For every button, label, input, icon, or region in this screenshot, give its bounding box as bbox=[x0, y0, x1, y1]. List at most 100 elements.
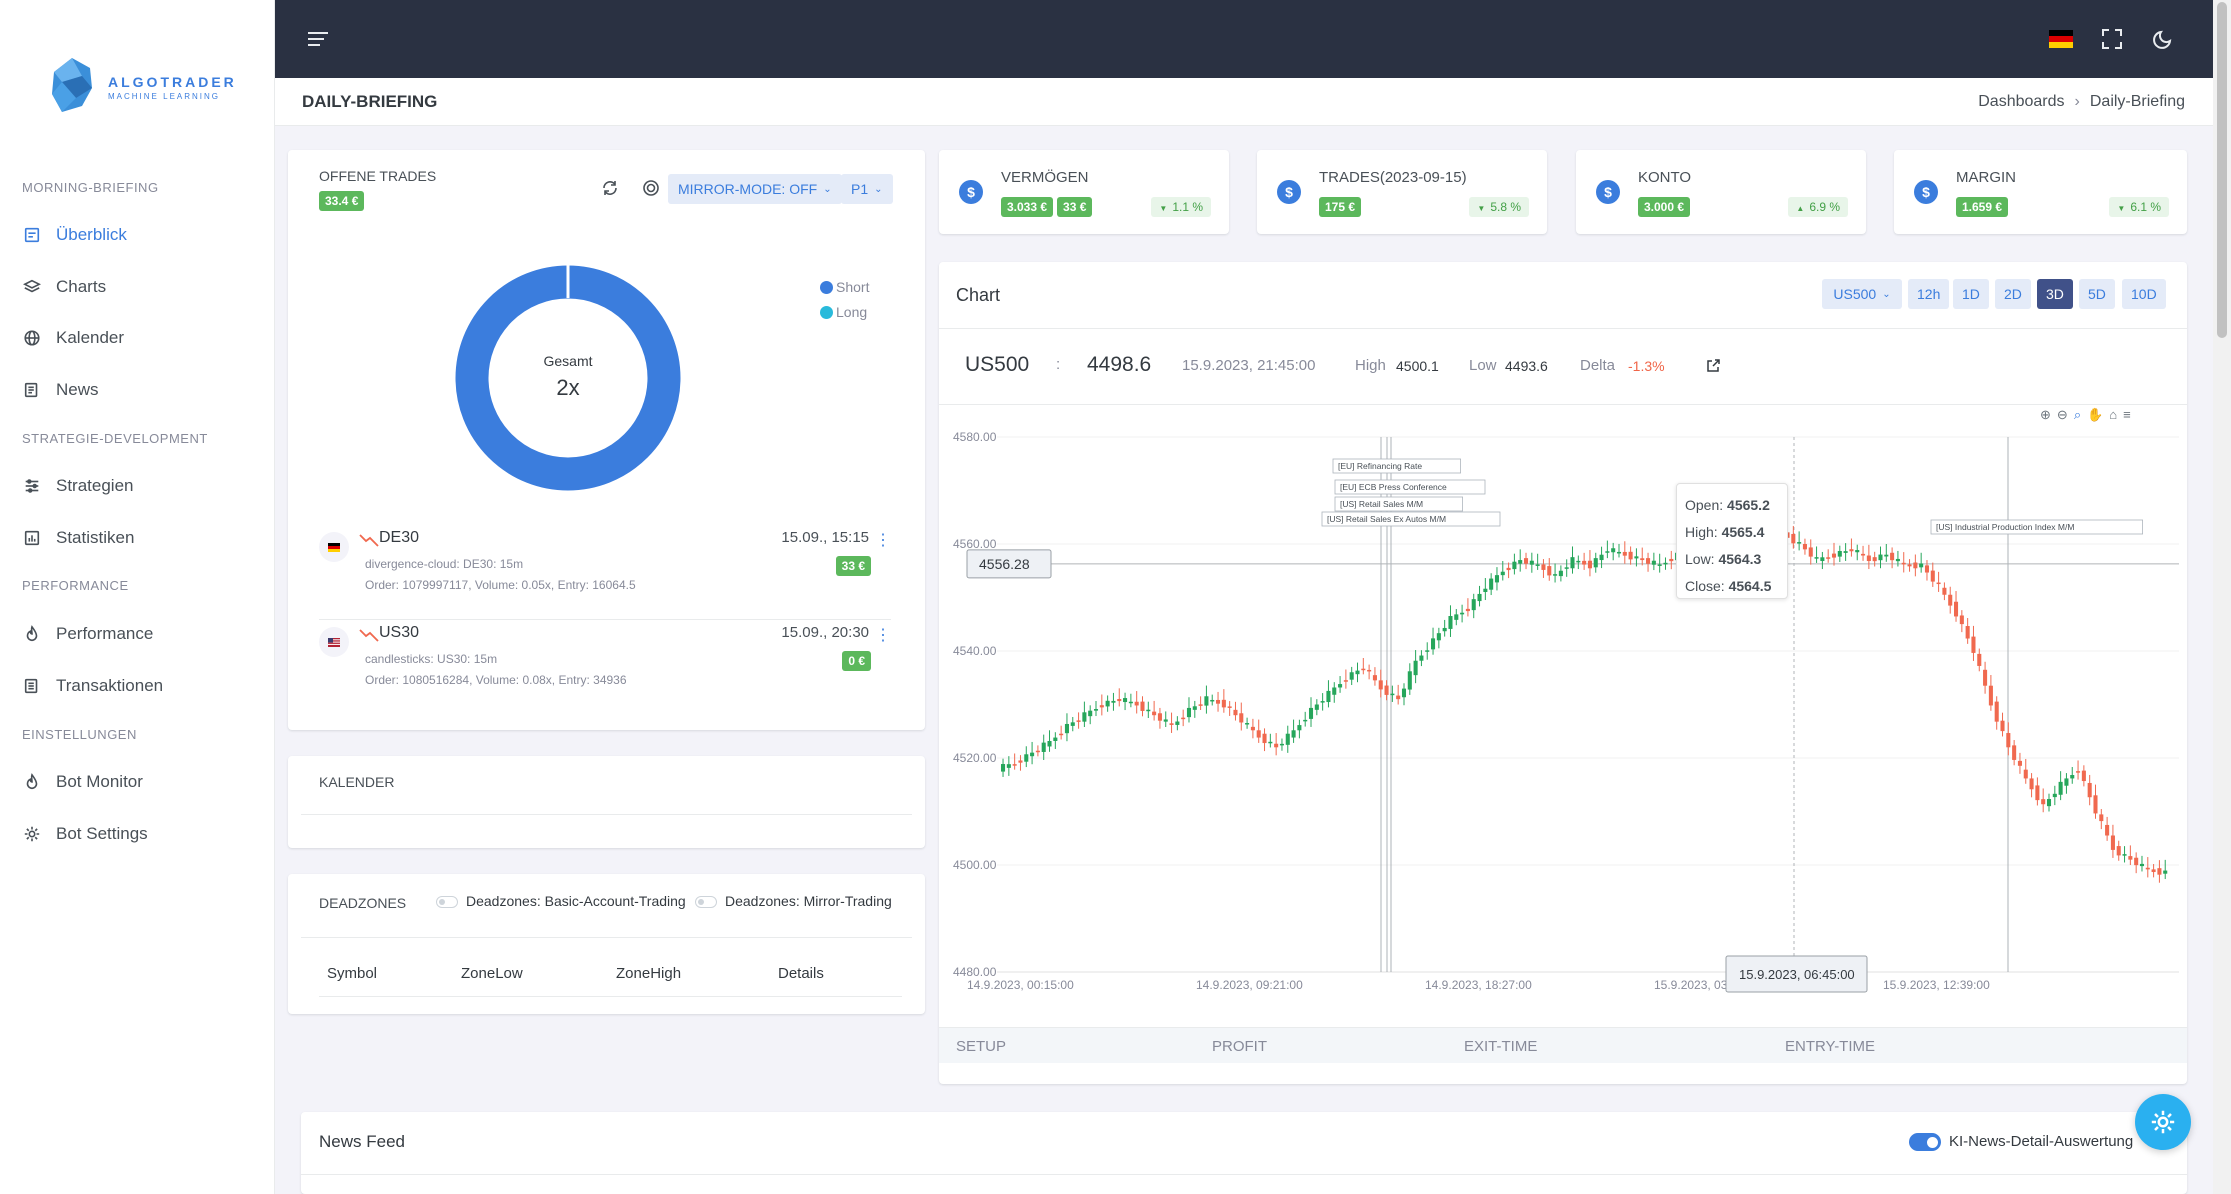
symbol-select[interactable]: US500 ⌄ bbox=[1822, 279, 1902, 309]
candle-body bbox=[1959, 615, 1964, 625]
candle-body bbox=[1239, 713, 1244, 723]
candle-body bbox=[1913, 562, 1918, 569]
kebab-menu-icon[interactable]: ⋮ bbox=[875, 627, 891, 644]
fullscreen-icon[interactable] bbox=[2099, 26, 2125, 52]
tooltip-high-label: High: bbox=[1685, 524, 1718, 540]
german-flag-icon[interactable] bbox=[2048, 26, 2074, 52]
y-tick-label: 4500.00 bbox=[953, 858, 997, 872]
candle-body bbox=[1919, 563, 1924, 568]
kebab-menu-icon[interactable]: ⋮ bbox=[875, 532, 891, 549]
timeframe-12h[interactable]: 12h bbox=[1908, 279, 1950, 309]
deadzones-toggle-mirror[interactable]: Deadzones: Mirror-Trading bbox=[695, 893, 892, 909]
column-header-zonelow[interactable]: ZoneLow bbox=[461, 965, 523, 982]
sidebar-item-charts[interactable]: Charts bbox=[22, 272, 262, 302]
column-header-profit[interactable]: PROFIT bbox=[1212, 1038, 1267, 1055]
candle-body bbox=[1123, 698, 1128, 703]
column-header-symbol[interactable]: Symbol bbox=[327, 965, 378, 982]
toggle-switch[interactable] bbox=[436, 896, 458, 909]
trade-row[interactable]: US30 candlesticks: US30: 15m Order: 1080… bbox=[319, 624, 891, 715]
candle-body bbox=[1436, 633, 1441, 641]
candle-body bbox=[1030, 752, 1035, 757]
candle-body bbox=[1227, 706, 1232, 708]
column-header-zonehigh[interactable]: ZoneHigh bbox=[616, 965, 682, 982]
timeframe-3d[interactable]: 3D bbox=[2037, 279, 2073, 309]
sidebar-item-strategien[interactable]: Strategien bbox=[22, 471, 262, 501]
sidebar-item-performance[interactable]: Performance bbox=[22, 619, 262, 649]
sidebar-item-news[interactable]: News bbox=[22, 375, 262, 405]
sidebar-item-label: Strategien bbox=[56, 476, 134, 495]
donut-center-label: Gesamt bbox=[543, 353, 593, 369]
toggle-switch[interactable] bbox=[695, 896, 717, 909]
coin-icon[interactable] bbox=[641, 178, 661, 198]
moon-icon[interactable] bbox=[2150, 26, 2176, 52]
caret-down-icon: ▼ bbox=[1159, 204, 1168, 213]
gear-icon bbox=[22, 824, 42, 844]
legend-item-long[interactable]: Long bbox=[820, 304, 867, 320]
column-header-exit-time[interactable]: EXIT-TIME bbox=[1464, 1038, 1538, 1055]
x-tick-label: 15.9.2023, 12:39:00 bbox=[1883, 978, 1990, 992]
stat-card-margin: $ MARGIN 1.659 € ▼ 6.1 % bbox=[1894, 150, 2187, 234]
profile-dropdown[interactable]: P1 ⌄ bbox=[841, 174, 893, 204]
breadcrumb: Dashboards › Daily-Briefing bbox=[1978, 93, 2185, 111]
candlestick-chart[interactable]: 4580.00 4560.00 4540.00 4520.00 4500.00 4480.… bbox=[939, 404, 2187, 994]
candle-body bbox=[1826, 557, 1831, 559]
scrollbar-thumb[interactable] bbox=[2217, 2, 2227, 338]
deadzones-toggle-basic[interactable]: Deadzones: Basic-Account-Trading bbox=[436, 893, 686, 909]
candle-body bbox=[1001, 764, 1006, 772]
candle-body bbox=[2064, 778, 2069, 786]
legend-swatch-short bbox=[820, 281, 833, 294]
column-header-details[interactable]: Details bbox=[778, 965, 824, 982]
y-tick-label: 4560.00 bbox=[953, 537, 997, 551]
sidebar-item-ueberblick[interactable]: Überblick bbox=[22, 220, 262, 250]
sidebar-item-kalender[interactable]: Kalender bbox=[22, 323, 262, 353]
timeframe-5d[interactable]: 5D bbox=[2079, 279, 2115, 309]
page-scrollbar[interactable] bbox=[2213, 0, 2231, 1194]
mirror-mode-dropdown[interactable]: MIRROR-MODE: OFF ⌄ bbox=[668, 174, 842, 204]
candle-body bbox=[2105, 824, 2110, 836]
tooltip-close-label: Close: bbox=[1685, 578, 1725, 594]
stat-card-vermoegen: $ VERMÖGEN 3.033 €33 € ▼ 1.1 % bbox=[939, 150, 1229, 234]
candle-body bbox=[1553, 574, 1558, 576]
candle-body bbox=[1831, 553, 1837, 558]
trade-row[interactable]: DE30 divergence-cloud: DE30: 15m Order: … bbox=[319, 529, 891, 620]
candle-body bbox=[1250, 726, 1255, 731]
breadcrumb-item-dashboards[interactable]: Dashboards bbox=[1978, 93, 2065, 110]
chart-info-low-label: Low bbox=[1469, 357, 1497, 374]
candle-body bbox=[2139, 863, 2145, 867]
ki-news-toggle[interactable]: KI-News-Detail-Auswertung bbox=[1909, 1133, 2133, 1152]
column-header-setup[interactable]: SETUP bbox=[956, 1038, 1007, 1055]
timeframe-10d[interactable]: 10D bbox=[2122, 279, 2166, 309]
menu-icon[interactable]: ≡ bbox=[2123, 407, 2131, 422]
home-icon[interactable]: ⌂ bbox=[2109, 407, 2118, 422]
trade-order: Order: 1080516284, Volume: 0.08x, Entry:… bbox=[365, 673, 627, 687]
sidebar-item-bot-settings[interactable]: Bot Settings bbox=[22, 819, 262, 849]
chart-info-low: 4493.6 bbox=[1505, 358, 1548, 374]
settings-fab[interactable] bbox=[2135, 1094, 2191, 1150]
pan-icon[interactable]: ✋ bbox=[2087, 407, 2104, 422]
candle-body bbox=[1460, 612, 1465, 615]
timeframe-2d[interactable]: 2D bbox=[1995, 279, 2031, 309]
trade-pnl-badge: 33 € bbox=[835, 556, 871, 576]
candle-body bbox=[1657, 564, 1662, 566]
candle-body bbox=[1233, 709, 1238, 716]
menu-icon[interactable] bbox=[305, 26, 331, 52]
zoom-in-icon[interactable]: ⊕ bbox=[2040, 407, 2051, 422]
divider bbox=[301, 1174, 2187, 1175]
trade-strategy: candlesticks: US30: 15m bbox=[365, 652, 498, 666]
brand-logo[interactable]: ALGOTRADER MACHINE LEARNING bbox=[48, 54, 234, 116]
legend-item-short[interactable]: Short bbox=[820, 279, 869, 295]
divider bbox=[301, 937, 912, 938]
sidebar-item-transaktionen[interactable]: Transaktionen bbox=[22, 671, 262, 701]
external-link-icon[interactable] bbox=[1705, 358, 1721, 374]
divider bbox=[939, 328, 2187, 329]
candle-body bbox=[2076, 771, 2081, 773]
refresh-icon[interactable] bbox=[600, 178, 620, 198]
candle-body bbox=[1442, 627, 1447, 632]
toggle-switch[interactable] bbox=[1909, 1133, 1941, 1152]
zoom-out-icon[interactable]: ⊖ bbox=[2056, 407, 2068, 422]
sidebar-item-bot-monitor[interactable]: Bot Monitor bbox=[22, 767, 262, 797]
sidebar-item-statistiken[interactable]: Statistiken bbox=[22, 523, 262, 553]
zoom-select-icon[interactable]: ⌕ bbox=[2073, 407, 2082, 422]
timeframe-1d[interactable]: 1D bbox=[1953, 279, 1989, 309]
column-header-entry-time[interactable]: ENTRY-TIME bbox=[1785, 1038, 1876, 1055]
